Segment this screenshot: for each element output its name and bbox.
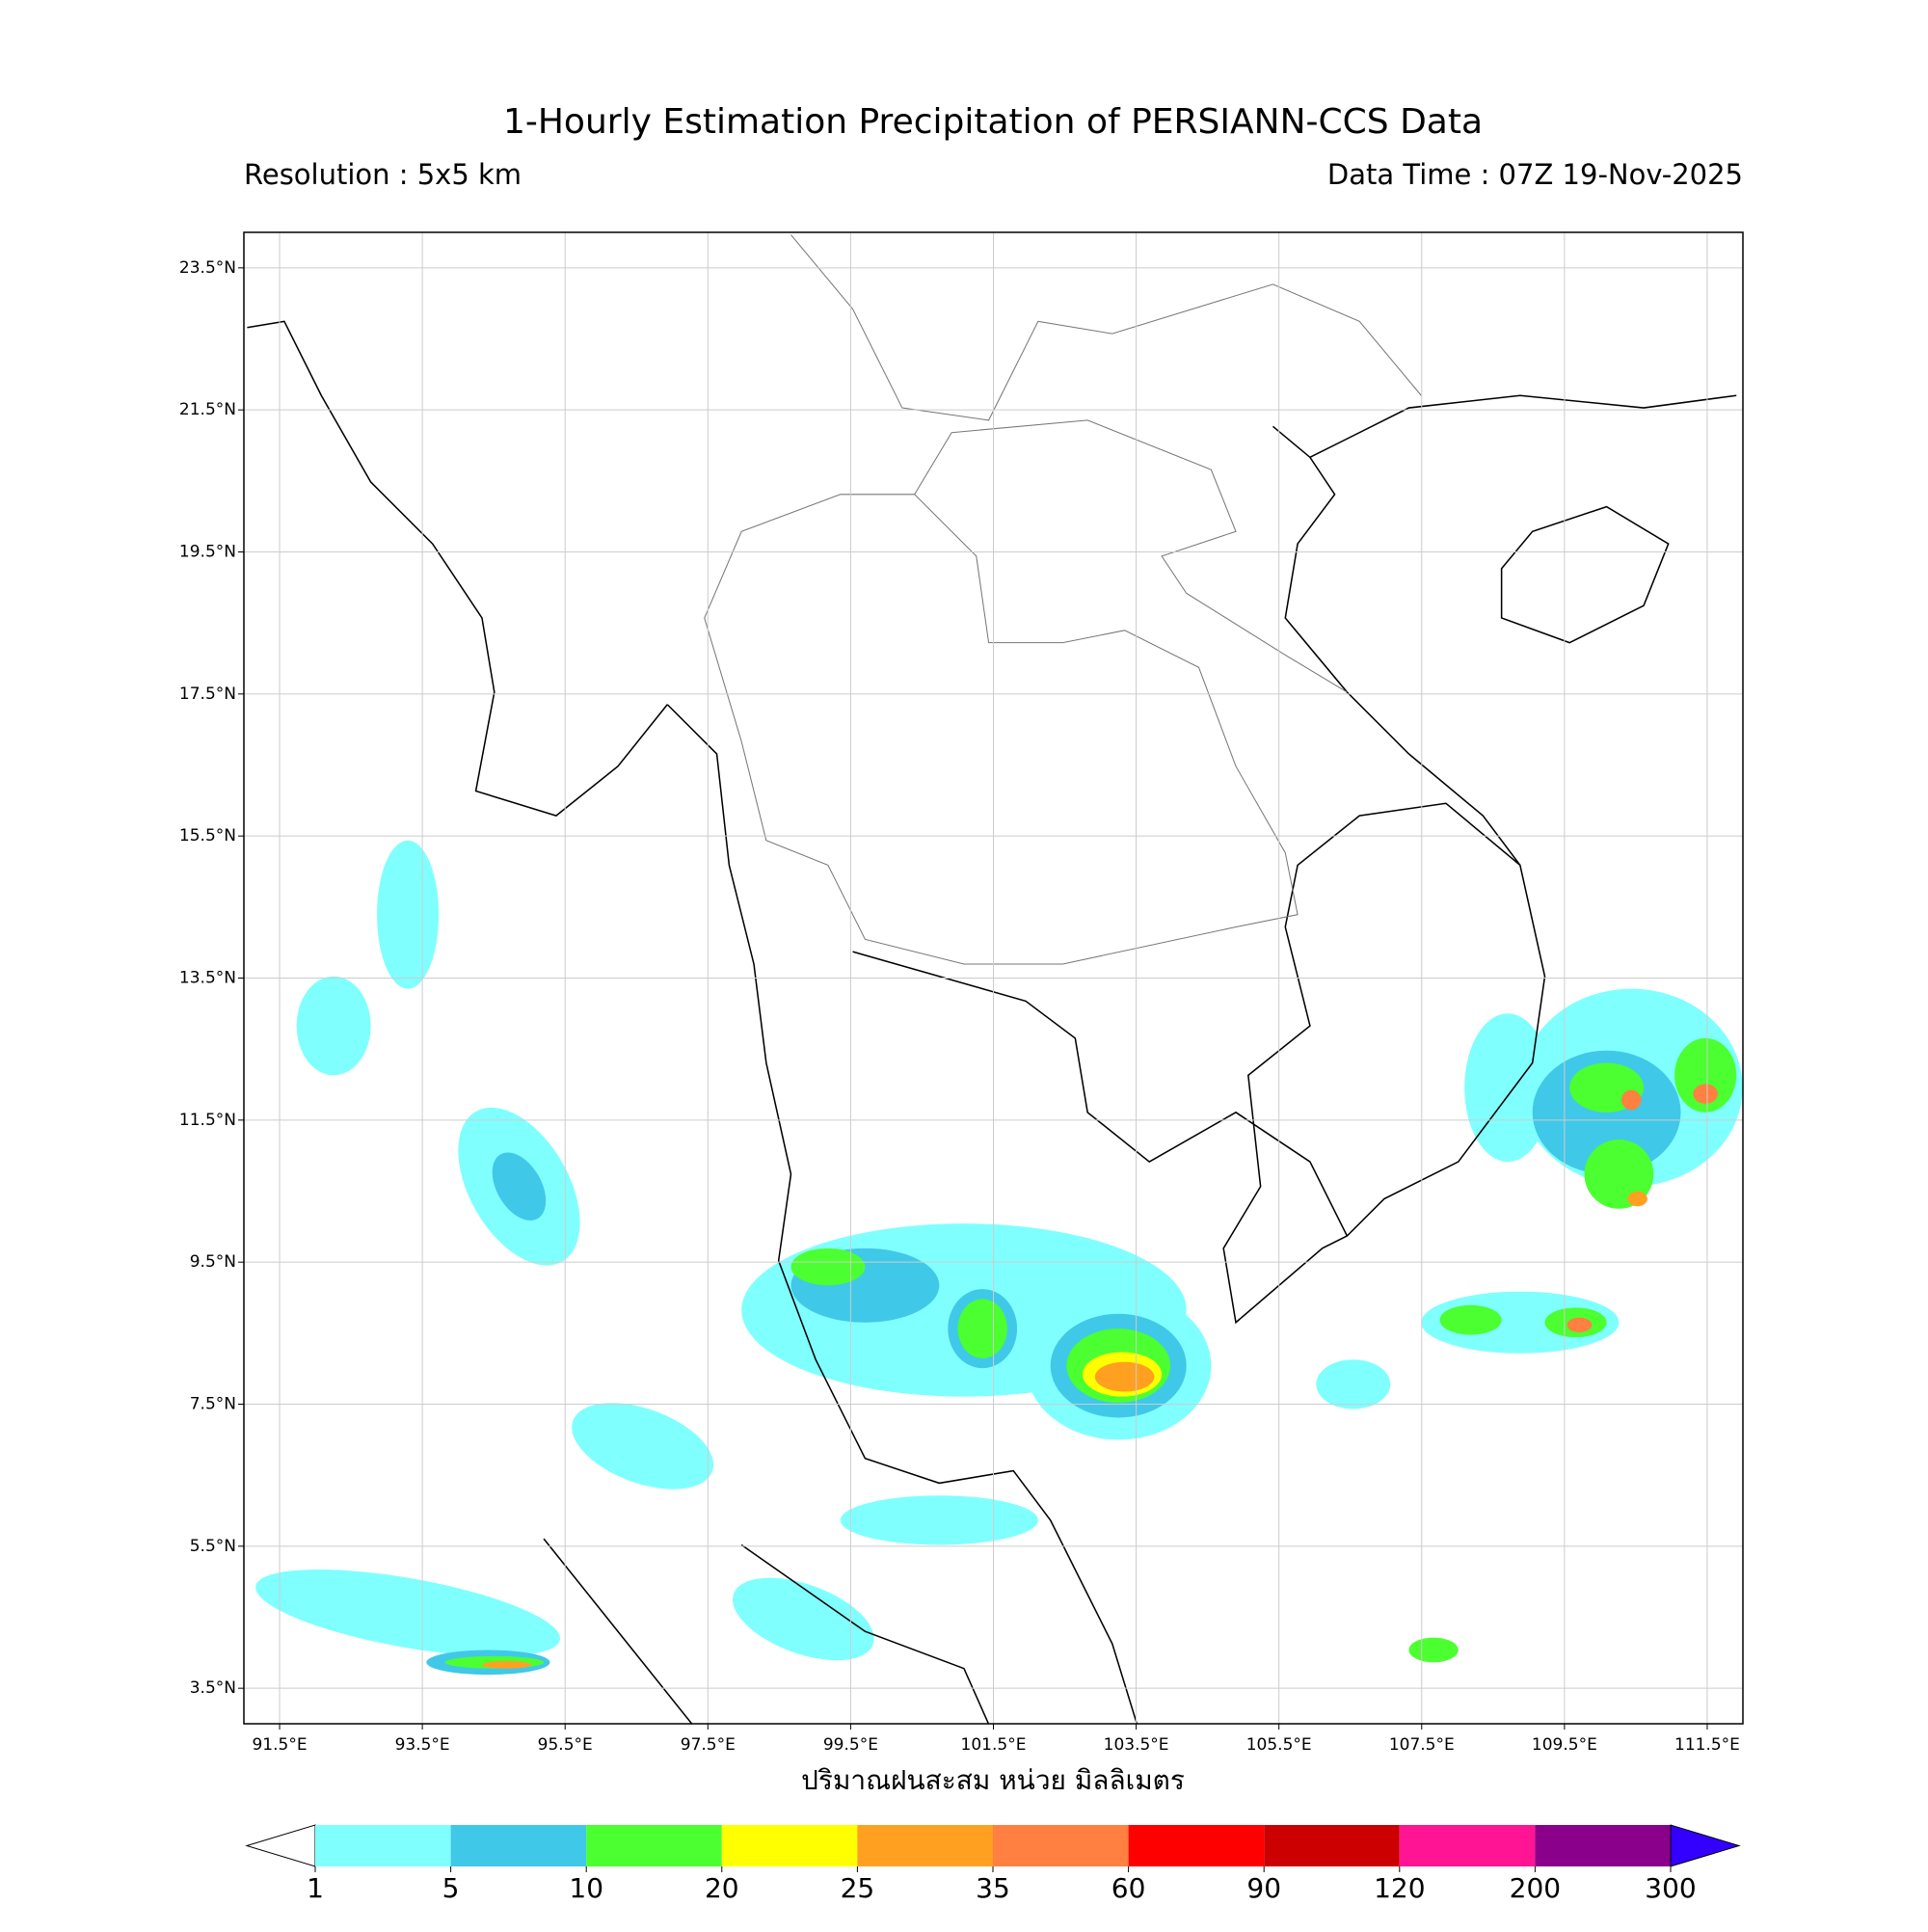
coastline: [247, 320, 668, 817]
colorbar-under: [245, 1824, 316, 1867]
colorbar-tick-label: 60: [1111, 1872, 1146, 1904]
base-map: [247, 234, 1737, 1725]
rain-area: [1439, 1304, 1502, 1335]
colorbar-segment: [1128, 1825, 1265, 1866]
lon-tick-label: 95.5°E: [538, 1735, 593, 1755]
coastline: [666, 704, 1138, 1725]
colorbar-segment: [1399, 1825, 1536, 1866]
rain-area: [377, 840, 440, 989]
rain-area: [732, 1577, 874, 1661]
rain-area: [492, 1152, 547, 1221]
colorbar-segment: [721, 1825, 858, 1866]
colorbar-tick-label: 120: [1374, 1872, 1425, 1904]
rain-area: [1316, 1359, 1391, 1409]
lat-tick-label: 23.5°N: [179, 258, 236, 278]
coastline: [1500, 505, 1670, 644]
colorbar-tick-label: 10: [569, 1872, 603, 1904]
lon-tick-label: 103.5°E: [1104, 1735, 1169, 1755]
rain-area: [1464, 1013, 1551, 1163]
colorbar-tick-label: 200: [1510, 1872, 1561, 1904]
coastline: [1272, 425, 1521, 866]
lat-tick-label: 17.5°N: [179, 684, 236, 704]
lon-tick-label: 97.5°E: [681, 1735, 736, 1755]
lat-tick-label: 11.5°N: [179, 1111, 236, 1130]
colorbar-tick-label: 5: [442, 1872, 460, 1904]
colorbar-tick-label: 300: [1645, 1872, 1696, 1904]
colorbar-over: [1670, 1824, 1741, 1867]
lon-tick-label: 99.5°E: [823, 1735, 878, 1755]
lon-tick-label: 101.5°E: [961, 1735, 1027, 1755]
rain-area: [1584, 1140, 1654, 1209]
rain-area: [481, 1661, 532, 1669]
lon-tick-label: 91.5°E: [252, 1735, 307, 1755]
subtitle-right: Data Time : 07Z 19-Nov-2025: [1327, 158, 1743, 191]
rain-area: [255, 1570, 560, 1656]
lat-tick-label: 15.5°N: [179, 826, 236, 845]
colorbar-tick-label: 20: [705, 1872, 739, 1904]
colorbar-tick-label: 35: [976, 1872, 1010, 1904]
country-border: [790, 234, 1422, 693]
rain-area: [1620, 1089, 1642, 1111]
rain-area: [957, 1299, 1007, 1358]
rain-layer: [255, 840, 1743, 1676]
subtitle-left: Resolution : 5x5 km: [244, 158, 522, 191]
colorbar-segment: [1264, 1825, 1400, 1866]
rain-area: [1094, 1361, 1155, 1392]
rain-area: [1408, 1637, 1459, 1663]
lon-tick-label: 111.5°E: [1674, 1735, 1740, 1755]
map-title: 1-Hourly Estimation Precipitation of PER…: [503, 102, 1483, 142]
lat-tick-label: 7.5°N: [190, 1395, 236, 1414]
rain-area: [1693, 1084, 1718, 1104]
lat-tick-label: 9.5°N: [190, 1252, 236, 1272]
colorbar-segment: [450, 1825, 587, 1866]
lon-tick-label: 105.5°E: [1246, 1735, 1312, 1755]
coastline: [1309, 394, 1737, 459]
rain-area: [790, 1248, 866, 1286]
lon-tick-label: 109.5°E: [1532, 1735, 1597, 1755]
rain-area: [296, 976, 371, 1076]
rain-area: [840, 1495, 1038, 1545]
colorbar-segment: [315, 1825, 451, 1866]
country-border: [704, 494, 1299, 965]
colorbar-segment: [857, 1825, 993, 1866]
lat-tick-label: 3.5°N: [190, 1678, 236, 1698]
colorbar-tick-label: 90: [1246, 1872, 1281, 1904]
lat-tick-label: 19.5°N: [179, 543, 236, 562]
colorbar-tick-label: 25: [841, 1872, 875, 1904]
lat-tick-label: 5.5°N: [190, 1537, 236, 1556]
rain-area: [572, 1403, 714, 1489]
colorbar-label: ปริมาณฝนสะสม หน่วย มิลลิเมตร: [801, 1764, 1185, 1796]
colorbar-segment: [993, 1825, 1129, 1866]
colorbar-tick-label: 1: [307, 1872, 324, 1904]
coastline: [852, 802, 1546, 1325]
lat-tick-label: 21.5°N: [179, 400, 236, 419]
lon-tick-label: 107.5°E: [1389, 1735, 1455, 1755]
lat-tick-label: 13.5°N: [179, 969, 236, 988]
lon-tick-label: 93.5°E: [395, 1735, 450, 1755]
rain-area: [1627, 1191, 1647, 1207]
colorbar-segment: [586, 1825, 722, 1866]
colorbar-segment: [1535, 1825, 1671, 1866]
coastline: [543, 1538, 990, 1725]
rain-area: [1566, 1317, 1593, 1332]
rain-area: [1674, 1037, 1737, 1113]
